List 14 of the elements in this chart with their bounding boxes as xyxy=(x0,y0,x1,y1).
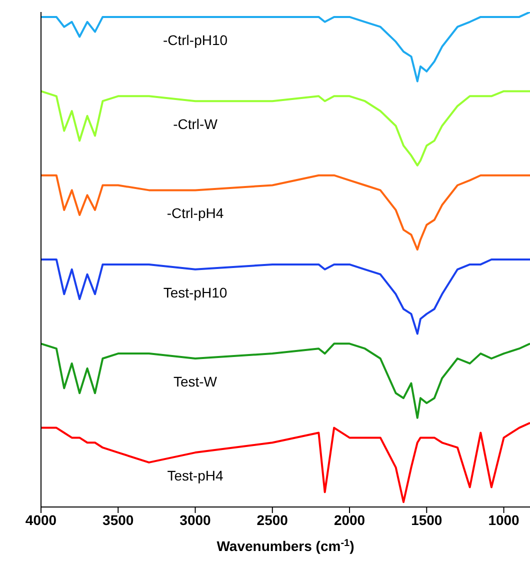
series-label: -Ctrl-pH10 xyxy=(162,32,228,48)
x-tick-label: 3000 xyxy=(180,512,212,528)
x-tick-label: 3500 xyxy=(102,512,134,528)
series-label: -Ctrl-pH4 xyxy=(166,205,224,222)
series-label: -Ctrl-W xyxy=(173,116,218,132)
x-tick-label: 1000 xyxy=(488,512,520,528)
x-tick-label: 4000 xyxy=(25,512,57,528)
x-tick-label: 2000 xyxy=(334,512,366,528)
x-tick-label: 1500 xyxy=(411,512,442,528)
x-axis-title: Wavenumbers (cm$^{-1}$) xyxy=(216,538,354,554)
series-label: Test-W xyxy=(173,373,218,390)
series-label: Test-pH4 xyxy=(167,467,224,484)
series-label: Test-pH10 xyxy=(163,284,228,300)
x-tick-label: 2500 xyxy=(256,512,288,528)
